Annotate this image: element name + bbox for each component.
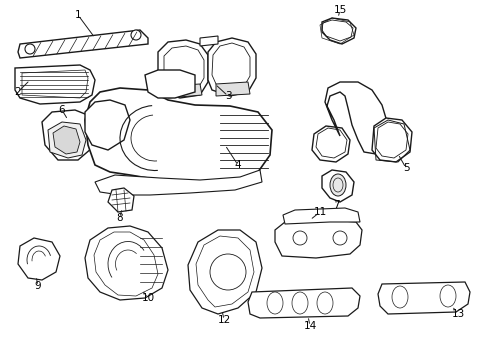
Circle shape <box>25 44 35 54</box>
Text: 3: 3 <box>224 91 231 101</box>
Polygon shape <box>53 126 80 154</box>
Polygon shape <box>325 82 389 154</box>
Polygon shape <box>108 188 134 212</box>
Text: 15: 15 <box>333 5 346 15</box>
Text: 1: 1 <box>75 10 81 20</box>
Polygon shape <box>371 118 411 162</box>
Text: 12: 12 <box>217 315 230 325</box>
Polygon shape <box>85 88 271 182</box>
Ellipse shape <box>329 174 346 196</box>
Polygon shape <box>283 208 359 224</box>
Polygon shape <box>311 126 349 162</box>
Polygon shape <box>85 100 130 150</box>
Circle shape <box>131 30 141 40</box>
Polygon shape <box>18 238 60 280</box>
Text: 8: 8 <box>117 213 123 223</box>
Polygon shape <box>207 38 256 96</box>
Polygon shape <box>247 288 359 318</box>
Text: 14: 14 <box>303 321 316 331</box>
Polygon shape <box>158 40 207 98</box>
Text: 4: 4 <box>234 160 241 170</box>
Text: 7: 7 <box>332 200 339 210</box>
Polygon shape <box>15 65 95 104</box>
Polygon shape <box>85 226 168 300</box>
Polygon shape <box>321 18 355 44</box>
Polygon shape <box>18 30 148 58</box>
Text: 5: 5 <box>402 163 408 173</box>
Polygon shape <box>216 82 249 96</box>
Text: 6: 6 <box>59 105 65 115</box>
Polygon shape <box>48 122 86 158</box>
Polygon shape <box>321 170 353 202</box>
Text: 13: 13 <box>450 309 464 319</box>
Polygon shape <box>95 170 262 195</box>
Polygon shape <box>42 110 96 160</box>
Polygon shape <box>168 84 202 98</box>
Polygon shape <box>377 282 469 314</box>
Polygon shape <box>187 230 262 314</box>
Text: 10: 10 <box>141 293 154 303</box>
Text: 11: 11 <box>313 207 326 217</box>
Text: 9: 9 <box>35 281 41 291</box>
Polygon shape <box>200 36 218 46</box>
Polygon shape <box>274 220 361 258</box>
Text: 2: 2 <box>15 87 21 97</box>
Polygon shape <box>145 70 195 98</box>
